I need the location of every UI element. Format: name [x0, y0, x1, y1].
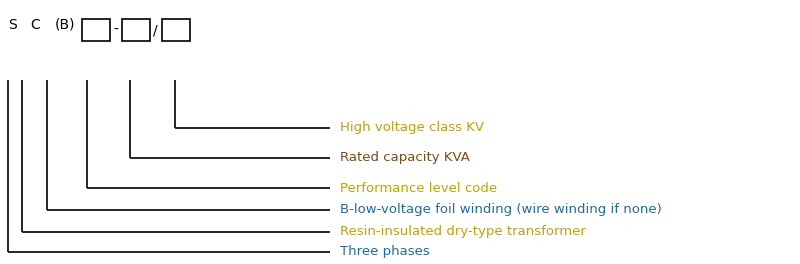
Text: (B): (B) — [55, 18, 75, 32]
Text: S: S — [8, 18, 17, 32]
Text: Rated capacity KVA: Rated capacity KVA — [340, 152, 470, 164]
Text: C: C — [30, 18, 40, 32]
Text: Three phases: Three phases — [340, 246, 430, 258]
Bar — [122, 19, 150, 41]
Bar — [82, 19, 110, 41]
Text: Performance level code: Performance level code — [340, 182, 497, 195]
Text: B-low-voltage foil winding (wire winding if none): B-low-voltage foil winding (wire winding… — [340, 204, 662, 216]
Text: Resin-insulated dry-type transformer: Resin-insulated dry-type transformer — [340, 225, 586, 238]
Bar — [162, 19, 190, 41]
Text: /: / — [153, 23, 158, 37]
Text: High voltage class KV: High voltage class KV — [340, 121, 484, 134]
Text: -: - — [113, 23, 118, 37]
